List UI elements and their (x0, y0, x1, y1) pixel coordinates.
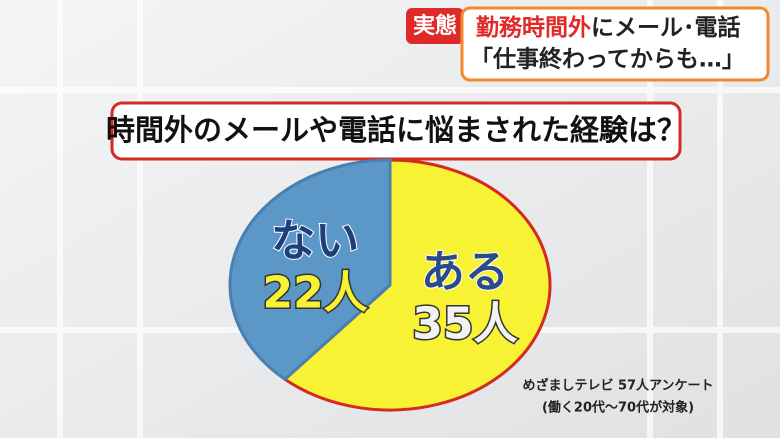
slice-label: ある (421, 246, 509, 297)
tag: 実態 (413, 13, 457, 39)
source-note: (働く20代～70代が対象) (542, 400, 694, 416)
chart-title: 時間外のメールや電話に悩まされた経験は？ (106, 113, 686, 147)
pie-slice (228, 158, 392, 382)
slice-label: ない (271, 216, 359, 267)
pie-slice (282, 158, 552, 412)
tag-box (406, 8, 464, 44)
slice-value: 35人 (412, 298, 517, 349)
slice-value: 22人 (262, 268, 367, 319)
source: めざましテレビ 57人アンケート (522, 378, 713, 394)
headline-red: 勤務時間外 (476, 14, 591, 41)
headline: 勤務時間外にメール･電話 (476, 14, 741, 41)
headline-box (460, 6, 770, 82)
quote: 「仕事終わってからも…」 (470, 46, 745, 73)
headline-black: にメール･電話 (591, 14, 741, 41)
